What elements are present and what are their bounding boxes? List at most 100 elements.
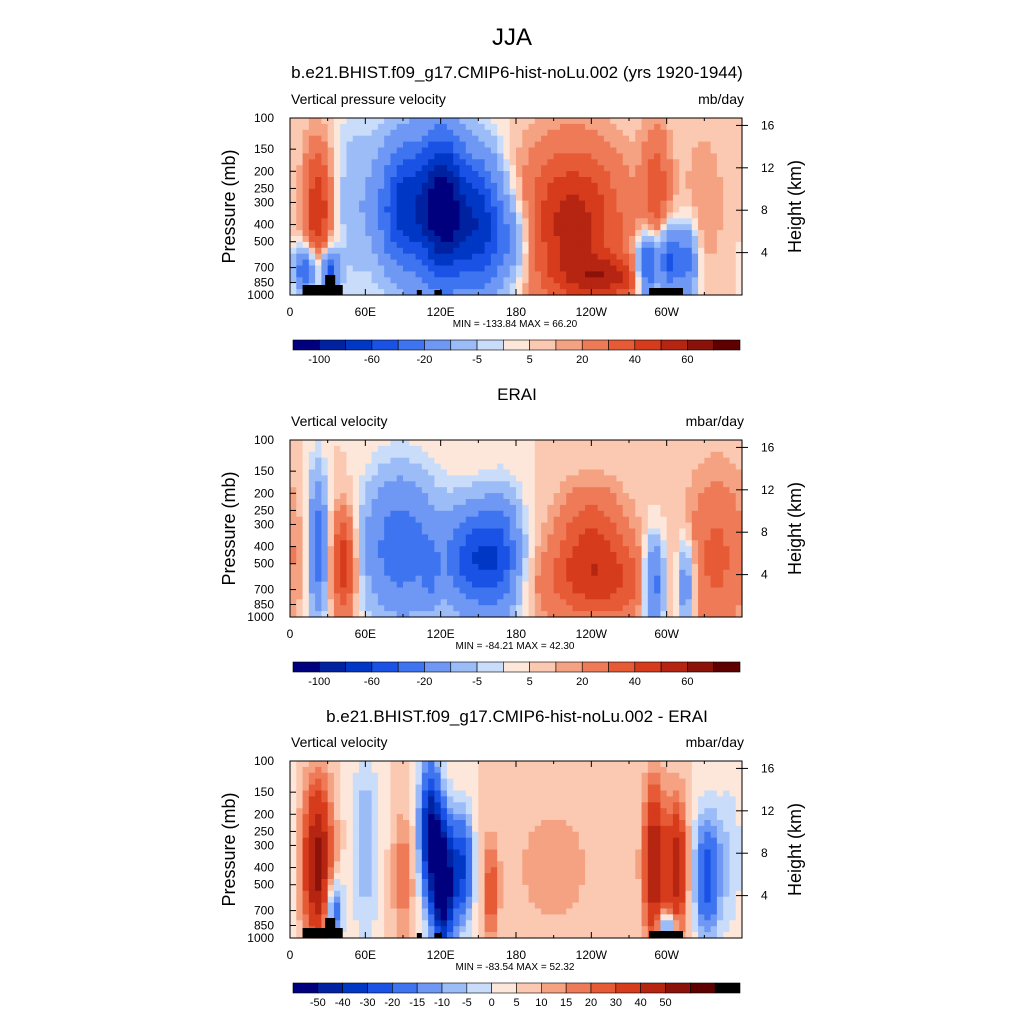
heatmap-cell — [729, 457, 737, 465]
heatmap-cell — [315, 153, 322, 160]
colorbar-label: 60 — [681, 354, 693, 366]
heatmap-cell — [390, 165, 398, 172]
heatmap-cell — [465, 534, 473, 541]
heatmap-cell — [390, 499, 398, 506]
heatmap-cell — [415, 457, 423, 465]
heatmap-cell — [365, 182, 373, 190]
heatmap-cell — [421, 558, 429, 565]
heatmap-cell — [415, 516, 423, 524]
heatmap-cell — [672, 283, 680, 290]
heatmap-cell — [710, 147, 718, 154]
colorbar-swatch — [713, 339, 741, 351]
heatmap-cell — [352, 253, 360, 261]
heatmap-cell — [641, 451, 649, 459]
heatmap-cell — [553, 599, 561, 606]
heatmap-cell — [478, 224, 486, 231]
heatmap-cell — [472, 129, 479, 137]
heatmap-cell — [591, 289, 599, 296]
heatmap-cell — [660, 451, 668, 459]
heatmap-cell — [308, 499, 316, 506]
heatmap-cell — [534, 481, 542, 488]
heatmap-cell — [315, 599, 322, 606]
heatmap-cell — [541, 611, 548, 618]
heatmap-cell — [409, 516, 417, 524]
heatmap-cell — [647, 599, 655, 606]
heatmap-cell — [597, 289, 605, 296]
heatmap-cell — [478, 475, 486, 482]
heatmap-cell — [459, 236, 467, 243]
heatmap-cell — [622, 558, 630, 565]
heatmap-cell — [296, 236, 304, 243]
heatmap-cell — [296, 528, 304, 535]
heatmap-cell — [585, 558, 592, 565]
heatmap-cell — [377, 147, 385, 154]
heatmap-cell — [484, 218, 492, 225]
heatmap-cell — [654, 516, 661, 524]
heatmap-cell — [396, 230, 404, 237]
heatmap-cell — [528, 241, 536, 249]
heatmap-cell — [421, 445, 429, 453]
heatmap-cell — [591, 230, 599, 237]
heatmap-cell — [434, 487, 442, 494]
heatmap-cell — [440, 611, 448, 618]
heatmap-cell — [503, 147, 511, 154]
heatmap-cell — [660, 546, 668, 553]
heatmap-cell — [572, 510, 580, 518]
heatmap-cell — [716, 528, 724, 535]
heatmap-cell — [704, 259, 712, 267]
heatmap-cell — [459, 522, 467, 530]
heatmap-cell — [516, 241, 523, 249]
heatmap-cell — [704, 528, 712, 535]
heatmap-cell — [585, 218, 592, 225]
heatmap-cell — [346, 218, 354, 225]
heatmap-cell — [290, 277, 297, 284]
heatmap-cell — [553, 153, 561, 160]
heatmap-cell — [566, 259, 574, 267]
heatmap-cell — [654, 445, 661, 453]
heatmap-cell — [629, 563, 636, 571]
heatmap-cell — [421, 277, 429, 284]
heatmap-cell — [503, 289, 511, 296]
heatmap-cell — [603, 778, 611, 786]
heatmap-cell — [710, 516, 718, 524]
heatmap-cell — [698, 546, 705, 553]
heatmap-cell — [597, 177, 605, 184]
heatmap-cell — [559, 271, 567, 278]
heatmap-cell — [559, 171, 567, 178]
heatmap-cell — [679, 784, 687, 792]
heatmap-cell — [710, 159, 718, 166]
heatmap-cell — [691, 182, 699, 190]
heatmap-cell — [641, 135, 649, 143]
heatmap-cell — [616, 784, 624, 792]
heatmap-cell — [534, 259, 542, 267]
heatmap-cell — [302, 575, 310, 583]
heatmap-cell — [559, 587, 567, 594]
heatmap-cell — [465, 790, 473, 797]
heatmap-cells — [290, 440, 743, 618]
heatmap-cell — [484, 451, 492, 459]
heatmap-cell — [641, 475, 649, 482]
heatmap-cell — [572, 481, 580, 488]
heatmap-cell — [359, 510, 366, 518]
heatmap-cell — [635, 475, 643, 482]
heatmap-cell — [534, 171, 542, 178]
heatmap-cell — [327, 135, 335, 143]
heatmap-cell — [321, 206, 329, 213]
heatmap-cell — [403, 569, 410, 577]
heatmap-cell — [735, 123, 743, 131]
heatmap-cell — [534, 451, 542, 459]
heatmap-cell — [716, 194, 724, 202]
heatmap-cell — [434, 761, 442, 768]
colorbar-swatch — [503, 661, 530, 673]
heatmap-cell — [572, 599, 580, 606]
heatmap-cell — [390, 457, 398, 465]
heatmap-cell — [704, 552, 712, 559]
heatmap-cell — [679, 487, 687, 494]
heatmap-cell — [290, 159, 297, 166]
heatmap-cell — [308, 463, 316, 471]
heatmap-cell — [296, 147, 304, 154]
heatmap-cell — [641, 457, 649, 465]
heatmap-cell — [723, 218, 731, 225]
heatmap-cell — [666, 510, 674, 518]
heatmap-cell — [308, 440, 316, 447]
